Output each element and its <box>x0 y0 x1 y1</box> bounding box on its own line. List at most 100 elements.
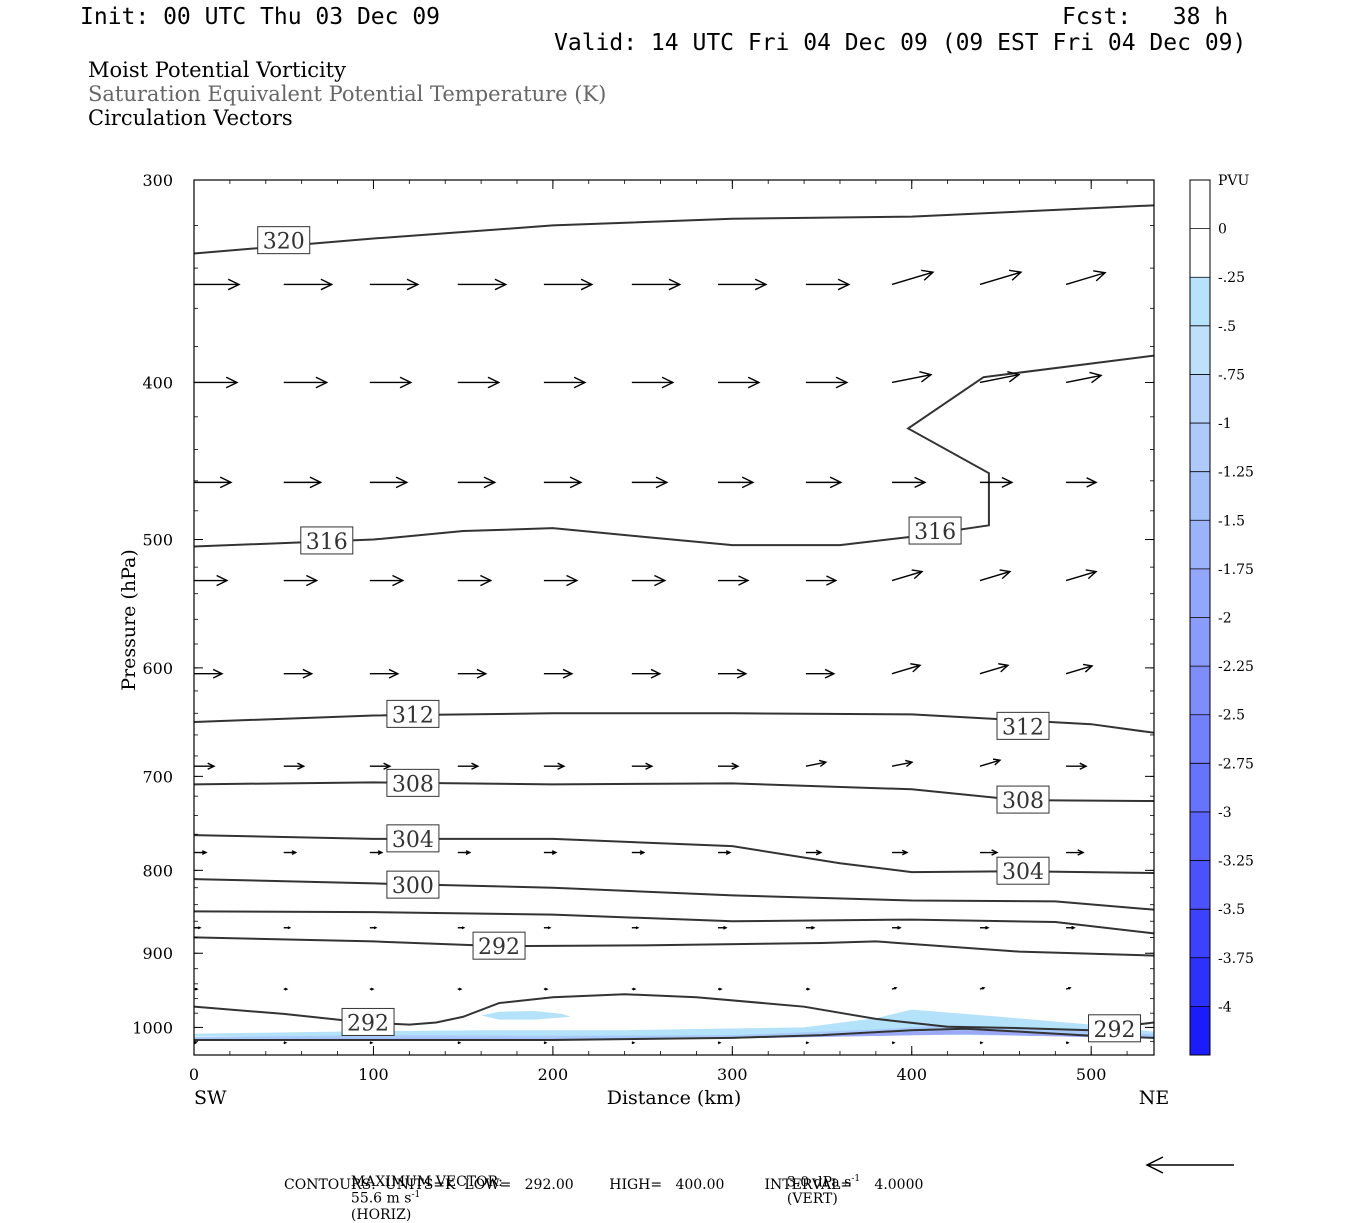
vector-arrow <box>892 476 927 489</box>
vector-arrow <box>979 925 990 930</box>
vector-arrow <box>979 986 986 990</box>
contour-line-320-0 <box>194 204 1154 255</box>
vector-arrow <box>805 849 823 856</box>
contour-line-unlabeled-6 <box>194 910 1154 935</box>
vector-arrow <box>369 476 409 489</box>
vector-arrow <box>631 574 667 587</box>
colorbar-swatch <box>1190 763 1210 813</box>
vector-arrow <box>805 925 816 930</box>
vector-arrow <box>283 476 323 489</box>
vector-arrow <box>543 926 552 930</box>
vector-arrow <box>891 269 935 286</box>
vert-value: 3.0 dPa s <box>786 1174 852 1191</box>
vector-arrow <box>717 1041 722 1045</box>
colorbar-swatch <box>1190 714 1210 764</box>
vector-arrow <box>892 925 902 930</box>
colorbar-label: -3.25 <box>1218 854 1254 870</box>
contour-label: 292 <box>347 1011 389 1036</box>
vector-arrow <box>891 371 933 384</box>
colorbar-label: -.5 <box>1218 319 1236 335</box>
vector-arrow <box>805 759 828 768</box>
y-tick-label: 400 <box>142 373 173 392</box>
valid-time: Valid: 14 UTC Fri 04 Dec 09 (09 EST Fri … <box>554 30 1247 56</box>
contour-label: 292 <box>478 935 520 960</box>
y-tick-label: 300 <box>142 171 173 190</box>
colorbar-label: -.75 <box>1218 367 1245 383</box>
y-tick-label: 700 <box>142 767 173 786</box>
vector-arrow <box>283 1041 288 1045</box>
vector-arrow <box>194 574 229 587</box>
vector-arrow <box>979 849 999 856</box>
vector-arrow <box>631 1041 636 1045</box>
contour-label-box <box>1088 1014 1142 1043</box>
vector-arrow <box>283 926 292 930</box>
colorbar-swatch <box>1190 277 1210 327</box>
x-axis-label: Distance (km) <box>607 1087 742 1109</box>
vector-arrow <box>457 1041 462 1045</box>
contour-labels: 320 316 316 312 312 308 308 304 304 300 292 292 292 <box>257 226 1142 1043</box>
vector-arrow <box>805 987 811 991</box>
pv-shading <box>194 1009 1154 1041</box>
vector-arrow <box>891 569 924 582</box>
vector-arrow <box>543 987 549 991</box>
contour-label: 300 <box>392 874 434 899</box>
colorbar-swatch <box>1190 909 1210 959</box>
colorbar-swatch <box>1190 423 1210 473</box>
vector-arrow <box>631 850 646 855</box>
vector-arrow <box>457 762 480 770</box>
contour-label-box <box>341 1007 395 1036</box>
colorbar-swatch <box>1190 1006 1210 1056</box>
vector-arrow <box>891 663 922 675</box>
colorbar-label: -2 <box>1218 611 1232 627</box>
vector-arrow <box>805 575 838 586</box>
colorbar-swatch <box>1190 228 1210 278</box>
colorbar-label: -2.25 <box>1218 659 1254 675</box>
contour-label-box <box>386 824 440 853</box>
vector-arrow <box>1065 663 1094 675</box>
contour-label: 316 <box>914 520 956 545</box>
colorbar-swatch <box>1190 520 1210 570</box>
x-tick-label: 200 <box>538 1065 569 1084</box>
vector-arrow <box>631 668 662 679</box>
vector-arrow <box>457 987 463 991</box>
colorbar-label: -4 <box>1218 999 1232 1015</box>
vector-arrow <box>283 574 319 587</box>
vector-arrow <box>543 850 558 855</box>
vector-arrow <box>543 762 566 770</box>
contour-label: 316 <box>306 530 348 555</box>
y-tick-label: 800 <box>142 861 173 880</box>
vector-arrow <box>1065 1041 1070 1045</box>
vector-arrow <box>283 278 334 291</box>
x-tick-label: 400 <box>896 1065 927 1084</box>
colorbar-label: -.25 <box>1218 270 1245 286</box>
vector-arrow <box>979 269 1023 286</box>
vector-arrow <box>1065 371 1103 384</box>
contour-label-box <box>996 711 1050 740</box>
contour-line-unlabeled-9 <box>194 1027 1154 1041</box>
contour-label-box <box>386 768 440 797</box>
contour-line-300-5 <box>194 878 1154 911</box>
vector-arrow <box>631 278 682 291</box>
vector-arrow <box>283 376 329 389</box>
vector-arrow <box>1065 270 1107 286</box>
init-time: Init: 00 UTC Thu 03 Dec 09 <box>80 4 441 30</box>
horiz-value: 55.6 m s <box>350 1190 412 1207</box>
colorbar-label: -2.5 <box>1218 708 1245 724</box>
colorbar-label: -1.75 <box>1218 562 1254 578</box>
vector-arrow <box>979 476 1014 488</box>
axes: 0 100 200 300 400 500 300 400 500 600 700 800 900 100… <box>132 171 1154 1084</box>
vector-arrow <box>543 668 574 679</box>
vector-arrow <box>717 476 755 489</box>
contour-label-box <box>257 226 311 255</box>
vector-arrow <box>717 925 728 930</box>
horiz-exponent: -1 <box>411 1190 421 1200</box>
vector-arrow <box>283 668 314 679</box>
vector-arrow <box>979 371 1021 384</box>
vector-arrow <box>979 1041 984 1045</box>
circulation-vectors <box>194 269 1107 1045</box>
max-vector-label: MAXIMUM VECTOR: <box>350 1174 503 1190</box>
contour-label: 312 <box>392 703 434 728</box>
colorbar-label: -2.75 <box>1218 756 1254 772</box>
colorbar-swatch <box>1190 180 1210 230</box>
